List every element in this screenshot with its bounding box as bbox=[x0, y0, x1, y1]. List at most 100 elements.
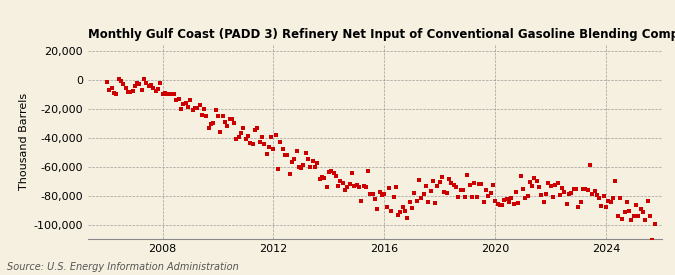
Point bbox=[645, 214, 655, 218]
Point bbox=[134, 82, 145, 86]
Point bbox=[474, 182, 485, 187]
Point bbox=[365, 192, 376, 197]
Point bbox=[261, 152, 272, 156]
Point bbox=[499, 198, 510, 202]
Point bbox=[395, 210, 406, 215]
Point bbox=[446, 180, 457, 185]
Point bbox=[247, 142, 258, 147]
Point bbox=[464, 183, 475, 187]
Point bbox=[125, 90, 136, 94]
Point bbox=[167, 92, 178, 96]
Point bbox=[510, 189, 521, 194]
Point bbox=[515, 174, 526, 178]
Point bbox=[217, 113, 228, 118]
Point bbox=[256, 135, 267, 139]
Point bbox=[159, 90, 170, 95]
Point bbox=[580, 187, 591, 192]
Point bbox=[190, 106, 200, 111]
Point bbox=[273, 166, 284, 171]
Point bbox=[198, 106, 209, 111]
Point bbox=[340, 188, 350, 192]
Point bbox=[180, 101, 191, 105]
Point bbox=[130, 84, 140, 88]
Text: Monthly Gulf Coast (PADD 3) Refinery Net Input of Conventional Gasoline Blending: Monthly Gulf Coast (PADD 3) Refinery Net… bbox=[88, 28, 675, 42]
Point bbox=[338, 181, 348, 185]
Point bbox=[206, 122, 217, 126]
Point bbox=[587, 191, 597, 196]
Point bbox=[326, 169, 337, 174]
Point bbox=[411, 199, 422, 204]
Point bbox=[310, 165, 321, 169]
Point bbox=[453, 194, 464, 199]
Point bbox=[624, 208, 634, 213]
Point bbox=[305, 165, 316, 169]
Point bbox=[183, 105, 194, 109]
Point bbox=[434, 180, 445, 185]
Point bbox=[490, 199, 501, 203]
Point bbox=[277, 147, 288, 152]
Point bbox=[398, 205, 408, 209]
Point bbox=[524, 180, 535, 184]
Point bbox=[213, 114, 223, 118]
Point bbox=[162, 92, 173, 96]
Point bbox=[640, 218, 651, 222]
Point bbox=[194, 103, 205, 108]
Point bbox=[522, 194, 533, 199]
Point bbox=[534, 185, 545, 189]
Point bbox=[146, 83, 157, 87]
Point bbox=[113, 77, 124, 81]
Point bbox=[312, 161, 323, 165]
Point bbox=[513, 201, 524, 205]
Point bbox=[400, 209, 410, 213]
Point bbox=[141, 81, 152, 85]
Point bbox=[538, 200, 549, 204]
Point bbox=[479, 200, 489, 205]
Point bbox=[120, 86, 131, 90]
Point bbox=[344, 182, 355, 186]
Point bbox=[279, 153, 290, 157]
Point bbox=[506, 196, 517, 200]
Point bbox=[102, 80, 113, 84]
Point bbox=[342, 185, 353, 189]
Point bbox=[104, 88, 115, 92]
Point bbox=[238, 126, 249, 130]
Point bbox=[647, 238, 657, 242]
Point bbox=[466, 195, 477, 200]
Point bbox=[224, 117, 235, 121]
Point bbox=[635, 207, 646, 211]
Point bbox=[562, 201, 572, 206]
Point bbox=[630, 202, 641, 207]
Point bbox=[518, 187, 529, 192]
Point bbox=[259, 142, 269, 147]
Point bbox=[372, 207, 383, 212]
Point bbox=[123, 90, 134, 94]
Point bbox=[591, 192, 602, 197]
Point bbox=[526, 184, 537, 188]
Point bbox=[418, 192, 429, 196]
Point bbox=[242, 134, 253, 138]
Point bbox=[402, 216, 413, 220]
Point bbox=[138, 77, 149, 82]
Point bbox=[111, 92, 122, 97]
Point bbox=[367, 191, 378, 196]
Point bbox=[268, 147, 279, 151]
Point bbox=[240, 137, 251, 141]
Point bbox=[573, 205, 584, 209]
Point bbox=[559, 189, 570, 194]
Point bbox=[211, 108, 221, 113]
Point bbox=[502, 197, 512, 201]
Text: Source: U.S. Energy Information Administration: Source: U.S. Energy Information Administ… bbox=[7, 262, 238, 272]
Point bbox=[568, 187, 579, 191]
Point bbox=[231, 137, 242, 142]
Point bbox=[109, 91, 119, 96]
Point bbox=[469, 180, 480, 185]
Point bbox=[575, 200, 586, 204]
Point bbox=[425, 189, 436, 193]
Point bbox=[349, 184, 360, 188]
Point bbox=[229, 120, 240, 125]
Point bbox=[432, 184, 443, 188]
Point bbox=[529, 176, 540, 181]
Point bbox=[275, 140, 286, 144]
Point bbox=[601, 205, 612, 209]
Point bbox=[317, 175, 327, 180]
